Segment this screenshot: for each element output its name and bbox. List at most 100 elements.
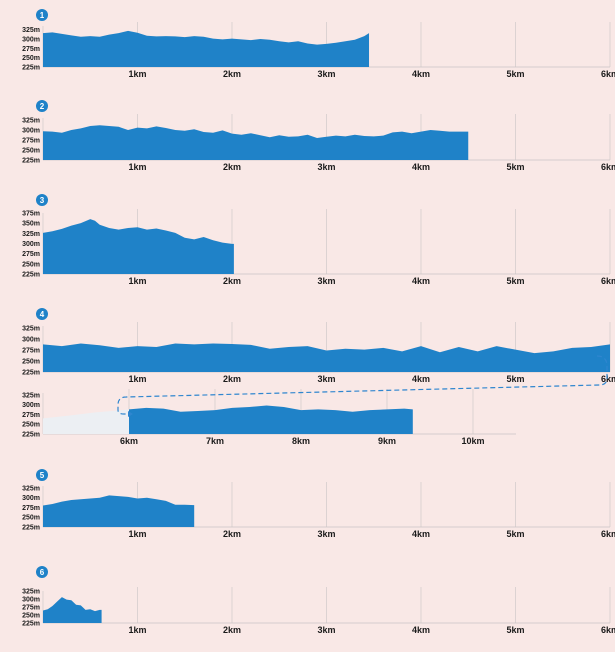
y-tick-label: 250m — [22, 515, 40, 522]
y-tick-label: 275m — [22, 412, 40, 419]
elevation-area — [129, 405, 413, 434]
x-tick-label: 6km — [601, 276, 615, 286]
x-tick-label: 2km — [223, 162, 241, 172]
x-tick-label: 2km — [223, 625, 241, 635]
x-tick-label: 2km — [223, 69, 241, 79]
x-tick-label: 5km — [506, 276, 524, 286]
chart-6: 1km 2km 3km 4km 5km 6km 325m 300m 275m 250m 225m 5 — [22, 469, 615, 539]
x-tick-label: 3km — [317, 162, 335, 172]
route-number-label: 1 — [40, 11, 45, 20]
y-tick-label: 325m — [22, 231, 40, 238]
x-tick-label: 1km — [128, 69, 146, 79]
x-tick-label: 4km — [412, 529, 430, 539]
y-tick-label: 275m — [22, 46, 40, 53]
y-tick-label: 300m — [22, 402, 40, 409]
y-tick-label: 225m — [22, 621, 40, 628]
chart-1: 1km 2km 3km 4km 5km 6km 325m 300m 275m 250m 225m 1 — [22, 9, 615, 79]
y-tick-label: 325m — [22, 485, 40, 492]
x-tick-label: 5km — [506, 69, 524, 79]
y-tick-label: 300m — [22, 241, 40, 248]
y-tick-label: 325m — [22, 392, 40, 399]
route-number-label: 3 — [40, 196, 45, 205]
x-tick-label: 3km — [317, 529, 335, 539]
route-number-label: 2 — [40, 102, 45, 111]
elevation-area — [43, 219, 234, 274]
chart-3: 1km 2km 3km 4km 5km 6km 375m 350m 325m 300m 275m 25… — [22, 194, 615, 286]
x-tick-label: 3km — [317, 374, 335, 384]
x-tick-label: 4km — [412, 69, 430, 79]
y-tick-label: 275m — [22, 505, 40, 512]
x-tick-label: 1km — [128, 529, 146, 539]
y-tick-label: 350m — [22, 221, 40, 228]
continuation-connector — [117, 355, 608, 415]
y-tick-label: 375m — [22, 211, 40, 218]
route-number-badge — [36, 100, 48, 112]
y-tick-label: 300m — [22, 37, 40, 44]
elevation-area — [43, 30, 370, 67]
x-tick-label: 5km — [506, 529, 524, 539]
y-tick-label: 275m — [22, 605, 40, 612]
y-tick-label: 225m — [22, 370, 40, 377]
x-tick-label: 5km — [506, 625, 524, 635]
y-tick-label: 250m — [22, 422, 40, 429]
x-tick-label: 3km — [317, 276, 335, 286]
elevation-area — [43, 495, 195, 527]
chart-5: 6km 7km 8km 9km 10km 325m 300m 275m 250m 225m — [22, 389, 516, 446]
x-tick-label: 6km — [601, 162, 615, 172]
y-tick-label: 325m — [22, 589, 40, 596]
y-tick-label: 225m — [22, 158, 40, 165]
x-tick-label: 2km — [223, 374, 241, 384]
route-number-label: 4 — [40, 310, 45, 319]
x-tick-label: 1km — [128, 276, 146, 286]
y-tick-label: 250m — [22, 613, 40, 620]
x-tick-label: 2km — [223, 529, 241, 539]
x-tick-label: 5km — [506, 162, 524, 172]
route-number-badge — [36, 566, 48, 578]
route-number-badge — [36, 9, 48, 21]
y-tick-label: 300m — [22, 597, 40, 604]
x-tick-label: 1km — [128, 374, 146, 384]
x-tick-label: 3km — [317, 625, 335, 635]
y-tick-label: 275m — [22, 348, 40, 355]
route-number-badge — [36, 308, 48, 320]
x-tick-label: 6km — [601, 625, 615, 635]
x-tick-label: 6km — [601, 69, 615, 79]
y-tick-label: 225m — [22, 432, 40, 439]
route-number-label: 5 — [40, 471, 45, 480]
x-tick-label: 1km — [128, 162, 146, 172]
x-tick-label: 8km — [292, 436, 310, 446]
y-tick-label: 250m — [22, 55, 40, 62]
x-tick-label: 2km — [223, 276, 241, 286]
y-tick-label: 325m — [22, 27, 40, 34]
y-tick-label: 275m — [22, 251, 40, 258]
x-tick-label: 7km — [206, 436, 224, 446]
y-tick-label: 225m — [22, 65, 40, 72]
x-tick-label: 6km — [120, 436, 138, 446]
route-number-label: 6 — [40, 568, 45, 577]
route-number-badge — [36, 469, 48, 481]
y-tick-label: 275m — [22, 138, 40, 145]
chart-2: 1km 2km 3km 4km 5km 6km 325m 300m 275m 250m 225m 2 — [22, 100, 615, 172]
y-tick-label: 300m — [22, 495, 40, 502]
x-tick-label: 10km — [461, 436, 484, 446]
y-tick-label: 225m — [22, 525, 40, 532]
x-tick-label: 4km — [412, 276, 430, 286]
x-tick-label: 5km — [506, 374, 524, 384]
y-tick-label: 250m — [22, 148, 40, 155]
elevation-area — [43, 597, 102, 623]
elevation-area — [43, 343, 610, 372]
y-tick-label: 300m — [22, 128, 40, 135]
x-tick-label: 4km — [412, 162, 430, 172]
connector-arrowhead — [128, 411, 133, 417]
y-tick-label: 225m — [22, 272, 40, 279]
x-tick-label: 4km — [412, 625, 430, 635]
chart-4: 1km 2km 3km 4km 5km 6km 325m 300m 275m 250m 225m 4 — [22, 308, 615, 384]
y-tick-label: 250m — [22, 359, 40, 366]
x-tick-label: 9km — [378, 436, 396, 446]
y-tick-label: 300m — [22, 337, 40, 344]
x-tick-label: 4km — [412, 374, 430, 384]
x-tick-label: 6km — [601, 529, 615, 539]
y-tick-label: 250m — [22, 261, 40, 268]
